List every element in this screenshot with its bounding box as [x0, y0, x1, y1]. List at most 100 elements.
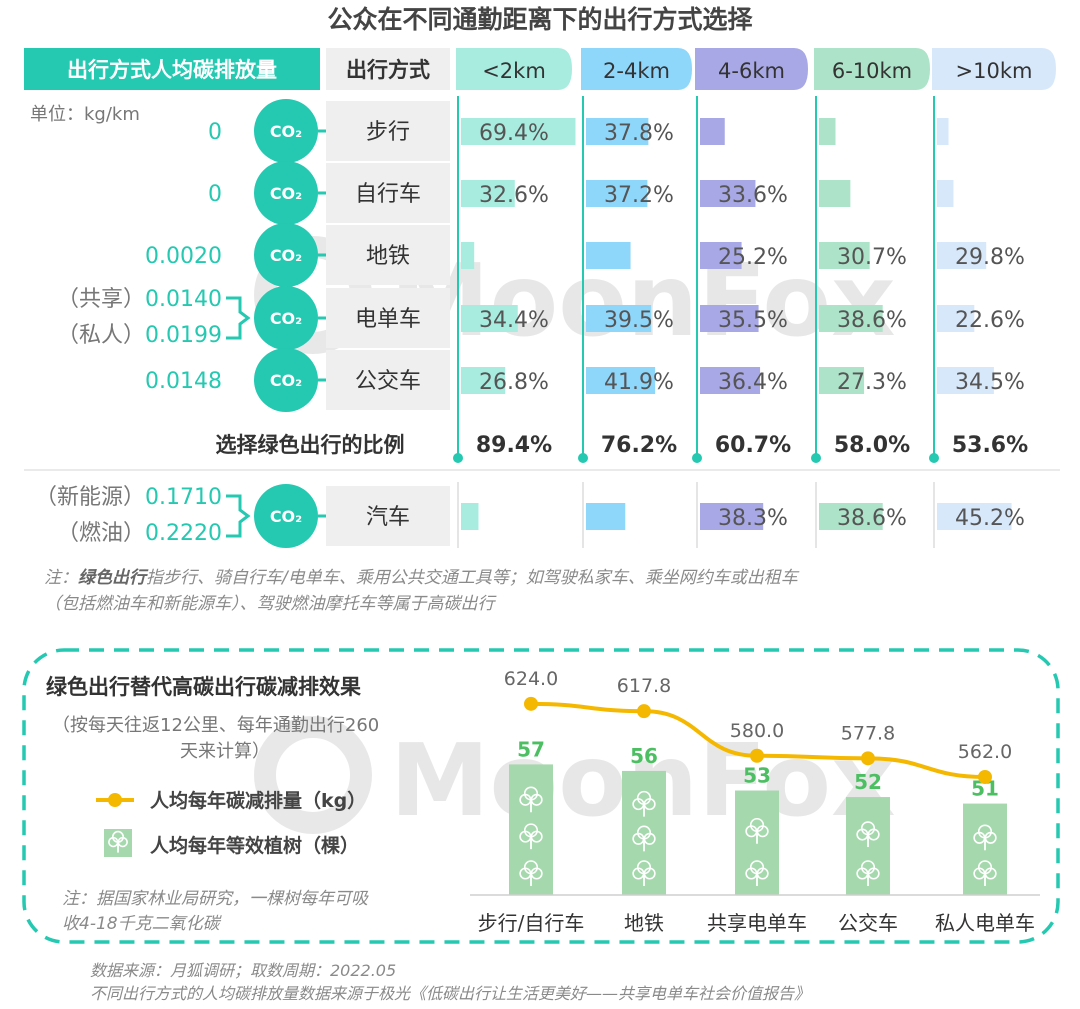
- mode-row: （共享）0.0140 （私人）0.0199 CO₂ 电单车 34.4% 39.5% 35.5…: [57, 286, 1025, 350]
- green-ratio-row: 选择绿色出行的比例 89.4% 76.2% 60.7% 58.0% 53.6%: [216, 433, 1029, 458]
- category-label: 共享电单车: [707, 911, 807, 935]
- watermark: MoonFox: [254, 236, 896, 359]
- category-label: 私人电单车: [935, 911, 1035, 935]
- column-end-dot: [453, 453, 463, 463]
- share-bar: [461, 305, 518, 332]
- emission-header-bg: [24, 48, 320, 90]
- column-end-dot: [811, 453, 821, 463]
- reduction-value-label: 624.0: [504, 668, 558, 690]
- share-bar: [700, 367, 761, 394]
- distance-header-bg: [695, 48, 808, 90]
- watermark: MoonFox: [254, 716, 896, 839]
- share-bar: [461, 180, 515, 207]
- emission-brace: [226, 296, 251, 340]
- tree-icon: [745, 860, 769, 886]
- tree-icon: [632, 825, 656, 852]
- share-label: 69.4%: [479, 121, 549, 146]
- share-label: 35.5%: [718, 308, 788, 333]
- note-green-term: 绿色出行: [78, 568, 146, 588]
- mode-label: 自行车: [355, 182, 421, 207]
- legend-line-marker: [108, 793, 122, 807]
- share-label: 38.6%: [837, 308, 907, 333]
- reduction-point: [861, 751, 875, 766]
- green-ratio-value: 60.7%: [715, 433, 791, 458]
- tree-note-1: 注：据国家林业局研究，一棵树每年可吸: [62, 889, 369, 909]
- emission-value: （新能源）0.1710: [35, 485, 222, 510]
- co2-icon-label: CO₂: [270, 246, 302, 265]
- column-end-dot: [578, 453, 588, 463]
- share-label: 37.8%: [604, 121, 674, 146]
- share-bar: [586, 180, 648, 207]
- emission-value: （私人）0.0199: [57, 323, 222, 348]
- legend-line-label: 人均每年碳减排量（kg）: [150, 789, 366, 812]
- mode-label-bg: [326, 288, 450, 348]
- category-label: 地铁: [624, 911, 664, 935]
- mode-label-bg: [326, 101, 450, 161]
- column-end-dot: [929, 453, 939, 463]
- emission-value: 0: [208, 120, 222, 145]
- share-bar: [586, 305, 652, 332]
- share-bar: [937, 180, 954, 207]
- reduction-value-label: 617.8: [617, 675, 671, 697]
- share-label: 34.4%: [479, 308, 549, 333]
- tree-icon: [632, 790, 656, 817]
- share-label: 45.2%: [955, 506, 1025, 531]
- emission-header: 出行方式人均碳排放量: [67, 58, 277, 82]
- share-label: 41.9%: [604, 370, 674, 395]
- tree-icon: [519, 786, 543, 813]
- watermark-text: MoonFox: [390, 242, 896, 359]
- green-travel-note-2: （包括燃油车和新能源车）、驾驶燃油摩托车等属于高碳出行: [44, 594, 495, 614]
- mode-label-bg: [326, 486, 450, 546]
- green-ratio-value: 53.6%: [952, 433, 1028, 458]
- co2-icon-label: CO₂: [270, 309, 302, 328]
- emission-value: 0: [208, 182, 222, 207]
- green-ratio-label: 选择绿色出行的比例: [216, 433, 405, 457]
- tree-icon: [973, 860, 997, 886]
- reduction-point: [750, 748, 764, 763]
- emission-value: （燃油）0.2220: [57, 521, 222, 546]
- emission-value: 0.0148: [145, 369, 222, 394]
- share-bar: [700, 180, 756, 207]
- distance-header-bg: [581, 48, 692, 90]
- green-ratio-value: 89.4%: [476, 433, 552, 458]
- reduction-subtitle-2: 天来计算）: [180, 741, 270, 762]
- distance-header-bg: [814, 48, 930, 90]
- co2-icon-label: CO₂: [270, 371, 302, 390]
- co2-icon: [254, 99, 318, 163]
- share-label: 30.7%: [837, 245, 907, 270]
- tree-icon: [632, 860, 656, 886]
- share-bar: [819, 503, 883, 530]
- share-bar: [937, 118, 949, 145]
- mode-label: 公交车: [355, 369, 421, 394]
- column-end-dot: [692, 453, 702, 463]
- reduction-point: [978, 770, 992, 784]
- category-label: 步行/自行车: [478, 911, 585, 935]
- share-bar: [937, 305, 975, 332]
- mode-row: （新能源）0.1710 （燃油）0.2220 CO₂ 汽车 38.3% 38.6% 45.2…: [35, 484, 1025, 548]
- tree-count-label: 56: [630, 744, 658, 768]
- page-title: 公众在不同通勤距离下的出行方式选择: [327, 5, 753, 34]
- emission-brace: [226, 494, 251, 538]
- distance-header-label: >10km: [956, 59, 1033, 83]
- mode-row: 0 CO₂ 自行车 32.6% 37.2% 33.6%: [208, 161, 954, 225]
- share-label: 38.6%: [837, 506, 907, 531]
- green-travel-note: 注：绿色出行指步行、骑自行车/电单车、乘用公共交通工具等；如驾驶私家车、乘坐网约…: [44, 566, 798, 590]
- tree-icon: [973, 824, 997, 851]
- tree-icon: [519, 860, 543, 886]
- share-label: 38.3%: [718, 506, 788, 531]
- share-label: 29.8%: [955, 245, 1025, 270]
- share-label: 25.2%: [718, 245, 788, 270]
- distance-header-label: 4-6km: [718, 59, 785, 83]
- share-bar: [461, 503, 479, 530]
- reduction-panel-border: [22, 648, 1060, 944]
- tree-icon: [856, 821, 880, 848]
- source-note-1: 数据来源：月狐调研；取数周期：2022.05: [90, 961, 397, 980]
- share-bar: [586, 118, 649, 145]
- share-bar: [819, 367, 865, 394]
- tree-icon: [519, 823, 543, 850]
- share-bar: [461, 242, 475, 269]
- emission-value: （共享）0.0140: [57, 287, 222, 312]
- share-bar: [819, 118, 836, 145]
- note-green-definition: 指步行、骑自行车/电单车、乘用公共交通工具等；如驾驶私家车、乘坐网约车或出租车: [146, 568, 798, 588]
